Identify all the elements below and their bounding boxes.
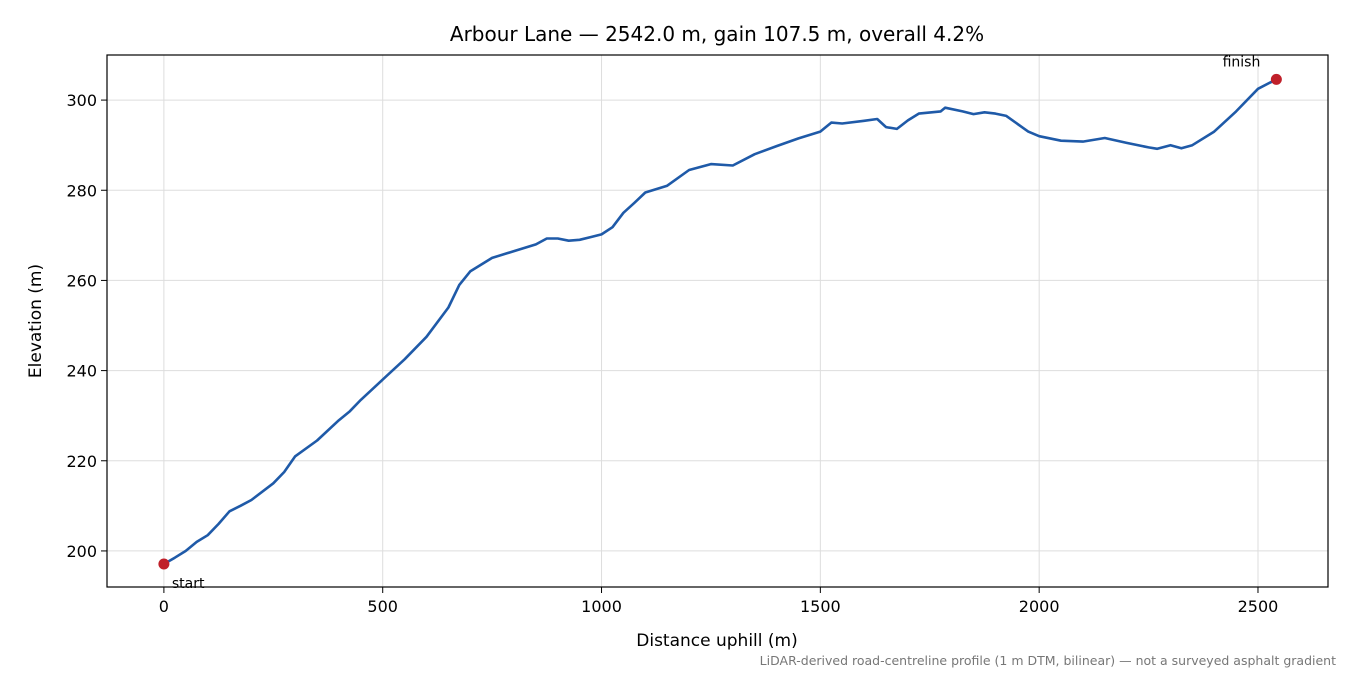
- y-axis-label: Elevation (m): [26, 264, 46, 378]
- plot-frame: [106, 54, 1329, 588]
- x-tick-label: 1500: [800, 597, 841, 616]
- y-tick-label: 240: [66, 362, 97, 381]
- ticks: 0 500 1000 1500 2000 2500 200 220 240 260 280 300: [66, 91, 1278, 616]
- footnote: LiDAR-derived road-centreline profile (1…: [760, 653, 1336, 668]
- y-tick-label: 220: [66, 452, 97, 471]
- start-label: start: [172, 576, 205, 592]
- y-tick-label: 280: [66, 181, 97, 200]
- chart-title: Arbour Lane — 2542.0 m, gain 107.5 m, ov…: [450, 22, 984, 46]
- start-marker: [158, 558, 170, 570]
- y-tick-label: 200: [66, 542, 97, 561]
- x-tick-label: 500: [367, 597, 398, 616]
- grid: [107, 55, 1328, 587]
- x-axis-label: Distance uphill (m): [636, 631, 797, 651]
- markers: start finish: [158, 54, 1282, 592]
- finish-marker: [1270, 73, 1282, 85]
- y-tick-label: 300: [66, 91, 97, 110]
- x-tick-label: 0: [159, 597, 169, 616]
- elevation-line: [162, 78, 1278, 566]
- finish-label: finish: [1223, 54, 1261, 70]
- x-tick-label: 2000: [1019, 597, 1060, 616]
- x-tick-label: 2500: [1238, 597, 1279, 616]
- series-layer: [162, 78, 1278, 566]
- x-tick-label: 1000: [581, 597, 622, 616]
- y-tick-label: 260: [66, 271, 97, 290]
